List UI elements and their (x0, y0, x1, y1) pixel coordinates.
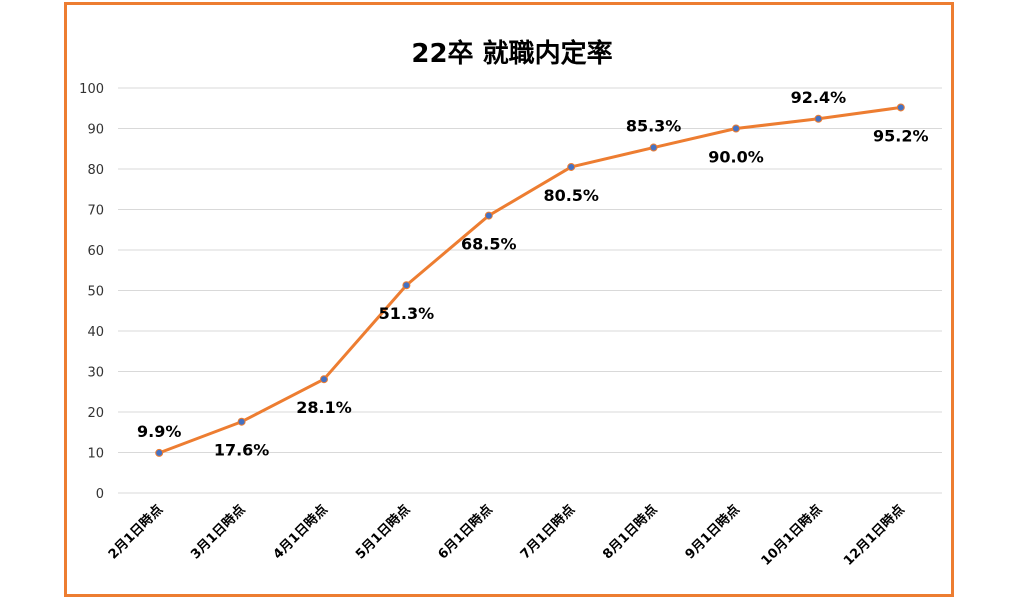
gridlines (118, 87, 942, 494)
data-point (402, 281, 411, 290)
y-tick-label: 10 (87, 447, 104, 462)
x-tick-label: 2月1日時点 (105, 502, 166, 563)
data-label: 17.6% (214, 441, 270, 460)
x-tick-label: 12月1日時点 (840, 502, 907, 569)
series-line-layer (158, 105, 902, 455)
data-label: 85.3% (626, 117, 682, 136)
chart-title: 22卒 就職内定率 (411, 38, 612, 69)
y-tick-label: 0 (96, 487, 104, 502)
data-point (155, 448, 164, 457)
chart-frame (64, 2, 954, 597)
data-point (237, 417, 246, 426)
data-point (320, 375, 328, 384)
y-tick-label: 90 (87, 123, 104, 138)
y-tick-label: 40 (87, 325, 104, 340)
data-point (567, 162, 576, 171)
y-tick-label: 100 (79, 82, 104, 97)
data-label: 51.3% (379, 304, 435, 323)
x-tick-label: 9月1日時点 (682, 502, 743, 563)
data-label: 92.4% (791, 88, 847, 107)
x-tick-label: 6月1日時点 (435, 502, 496, 563)
data-label: 80.5% (543, 186, 599, 205)
y-tick-label: 20 (87, 406, 104, 421)
data-label: 9.9% (137, 422, 181, 441)
x-tick-label: 8月1日時点 (600, 502, 661, 563)
series-line (158, 105, 902, 455)
x-tick-label: 5月1日時点 (352, 502, 413, 563)
y-tick-label: 70 (87, 204, 104, 219)
x-axis-ticks: 2月1日時点 3月1日時点 4月1日時点 5月1日時点 6月1日時点 7月1日時点 8月1日… (105, 502, 907, 569)
y-tick-label: 80 (87, 163, 104, 178)
data-point (896, 103, 905, 112)
data-label: 95.2% (873, 126, 929, 145)
x-tick-label: 7月1日時点 (517, 502, 578, 563)
data-markers (155, 103, 905, 457)
y-axis-ticks: 0 10 20 30 40 50 60 70 80 90 100 (79, 82, 104, 502)
y-tick-label: 30 (87, 366, 104, 381)
data-point (484, 211, 493, 220)
y-tick-label: 50 (87, 285, 104, 300)
x-tick-label: 4月1日時点 (270, 502, 331, 563)
x-tick-label: 10月1日時点 (758, 502, 825, 569)
data-label: 68.5% (461, 235, 517, 254)
data-point (814, 114, 823, 123)
data-point (732, 124, 740, 133)
data-labels: 9.9% 17.6% 28.1% 51.3% 68.5% 80.5% 85.3% 90.0% 9… (137, 88, 929, 460)
data-label: 28.1% (296, 398, 352, 417)
data-point (649, 143, 658, 152)
data-label: 90.0% (708, 148, 764, 167)
y-tick-label: 60 (87, 244, 104, 259)
x-tick-label: 3月1日時点 (188, 502, 249, 563)
